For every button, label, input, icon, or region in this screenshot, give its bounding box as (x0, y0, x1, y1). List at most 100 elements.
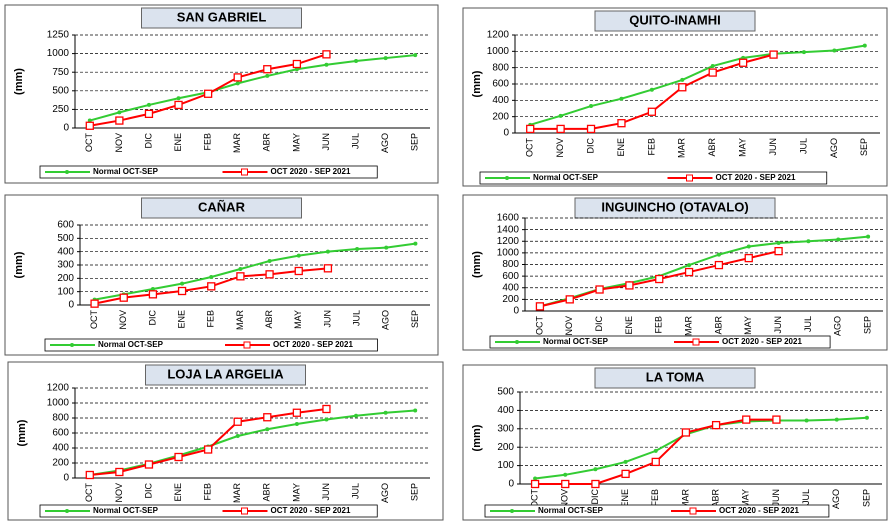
x-tick-label: ENE (620, 489, 630, 508)
x-tick-label: MAY (743, 316, 753, 335)
chart-panel: QUITO-INAMHI (mm) 0 200 400 600 800 1000 1200 OCT… (462, 7, 888, 187)
legend-label: Normal OCT-SEP (93, 506, 159, 515)
y-tick-label: 1200 (487, 30, 510, 41)
y-tick-label: 200 (57, 273, 74, 284)
x-tick-label: NOV (564, 316, 574, 336)
point-marker (294, 266, 303, 276)
point-marker (586, 124, 596, 134)
x-tick-label: NOV (114, 483, 124, 503)
x-tick-label: MAR (680, 489, 690, 510)
x-tick-label: JUL (801, 489, 811, 505)
point-marker (563, 472, 568, 477)
x-tick-label: AGO (381, 310, 391, 330)
point-marker (595, 285, 604, 294)
point-marker (774, 246, 783, 256)
legend-marker (70, 343, 74, 347)
point-marker (413, 53, 418, 58)
y-tick-label: 800 (52, 413, 69, 424)
point-marker (565, 295, 574, 304)
chart-title: QUITO-INAMHI (629, 12, 720, 27)
point-marker (323, 264, 333, 273)
point-marker (561, 479, 570, 489)
x-tick-label: OCT (525, 138, 535, 158)
title-box (594, 10, 756, 32)
point-marker (207, 282, 216, 291)
point-marker (806, 239, 811, 244)
x-tick-label: MAR (677, 138, 687, 159)
x-tick-label: ABR (713, 316, 723, 335)
point-marker (115, 467, 124, 477)
point-marker (383, 410, 388, 415)
x-tick-label: MAR (683, 316, 693, 337)
legend-label: Normal OCT-SEP (543, 337, 609, 346)
point-marker (556, 124, 565, 134)
series-line (94, 242, 416, 301)
point-marker (535, 302, 545, 311)
point-marker (90, 299, 99, 308)
x-tick-label: FEB (646, 138, 656, 156)
y-tick-label: 0 (68, 300, 74, 311)
x-tick-label: FEB (206, 310, 216, 328)
point-marker (238, 267, 243, 271)
point-marker (649, 87, 654, 92)
point-marker (324, 62, 329, 67)
point-marker (647, 107, 657, 116)
legend-box (489, 335, 831, 349)
point-marker (235, 434, 240, 438)
x-tick-label: ABR (264, 310, 274, 329)
point-marker (292, 408, 302, 417)
point-marker (294, 67, 299, 72)
y-tick-label: 400 (502, 282, 519, 293)
x-tick-label: MAY (291, 133, 301, 152)
x-tick-label: JUL (803, 316, 813, 332)
title-box (594, 367, 756, 389)
title-box (145, 364, 306, 386)
legend-marker (65, 509, 69, 513)
title-box (141, 197, 302, 219)
point-marker (354, 413, 359, 418)
x-tick-label: OCT (534, 316, 544, 336)
point-marker (85, 470, 94, 480)
y-axis-label: (mm) (471, 424, 483, 451)
point-marker (589, 104, 594, 109)
point-marker (115, 116, 124, 125)
point-marker (866, 234, 871, 239)
x-tick-label: NOV (118, 310, 128, 330)
x-tick-label: NOV (555, 138, 565, 158)
point-marker (144, 460, 154, 469)
point-marker (684, 267, 694, 277)
panel-frame (4, 4, 439, 184)
y-tick-label: 200 (52, 458, 69, 469)
x-tick-label: ENE (176, 310, 186, 329)
point-marker (533, 476, 538, 481)
x-tick-label: ABR (710, 489, 720, 508)
legend-label: Normal OCT-SEP (93, 167, 159, 176)
y-tick-label: 200 (502, 294, 519, 305)
point-marker (355, 247, 360, 251)
point-marker (714, 260, 724, 270)
point-marker (322, 50, 331, 59)
point-marker (144, 109, 154, 119)
x-tick-label: FEB (203, 133, 213, 151)
chart-panel: CAÑAR (mm) 0 100 200 300 400 500 600 OCT NOV DIC ENE… (4, 194, 439, 356)
point-marker (558, 113, 563, 118)
legend-label: OCT 2020 - SEP 2021 (273, 340, 353, 349)
legend-marker (686, 174, 693, 182)
legend-label: Normal OCT-SEP (533, 173, 599, 182)
x-tick-label: FEB (654, 316, 664, 334)
point-marker (655, 274, 664, 284)
point-marker (294, 422, 299, 426)
x-tick-label: FEB (650, 489, 660, 507)
point-marker (384, 245, 389, 250)
point-marker (233, 417, 242, 426)
x-tick-label: SEP (410, 483, 420, 501)
x-tick-label: ENE (173, 483, 183, 502)
point-marker (174, 452, 183, 462)
y-tick-label: 400 (497, 405, 514, 416)
point-marker (325, 249, 330, 254)
x-tick-label: NOV (560, 489, 570, 509)
point-marker (651, 457, 660, 467)
point-marker (146, 102, 151, 107)
y-axis-label: (mm) (16, 419, 28, 446)
point-marker (203, 89, 213, 98)
